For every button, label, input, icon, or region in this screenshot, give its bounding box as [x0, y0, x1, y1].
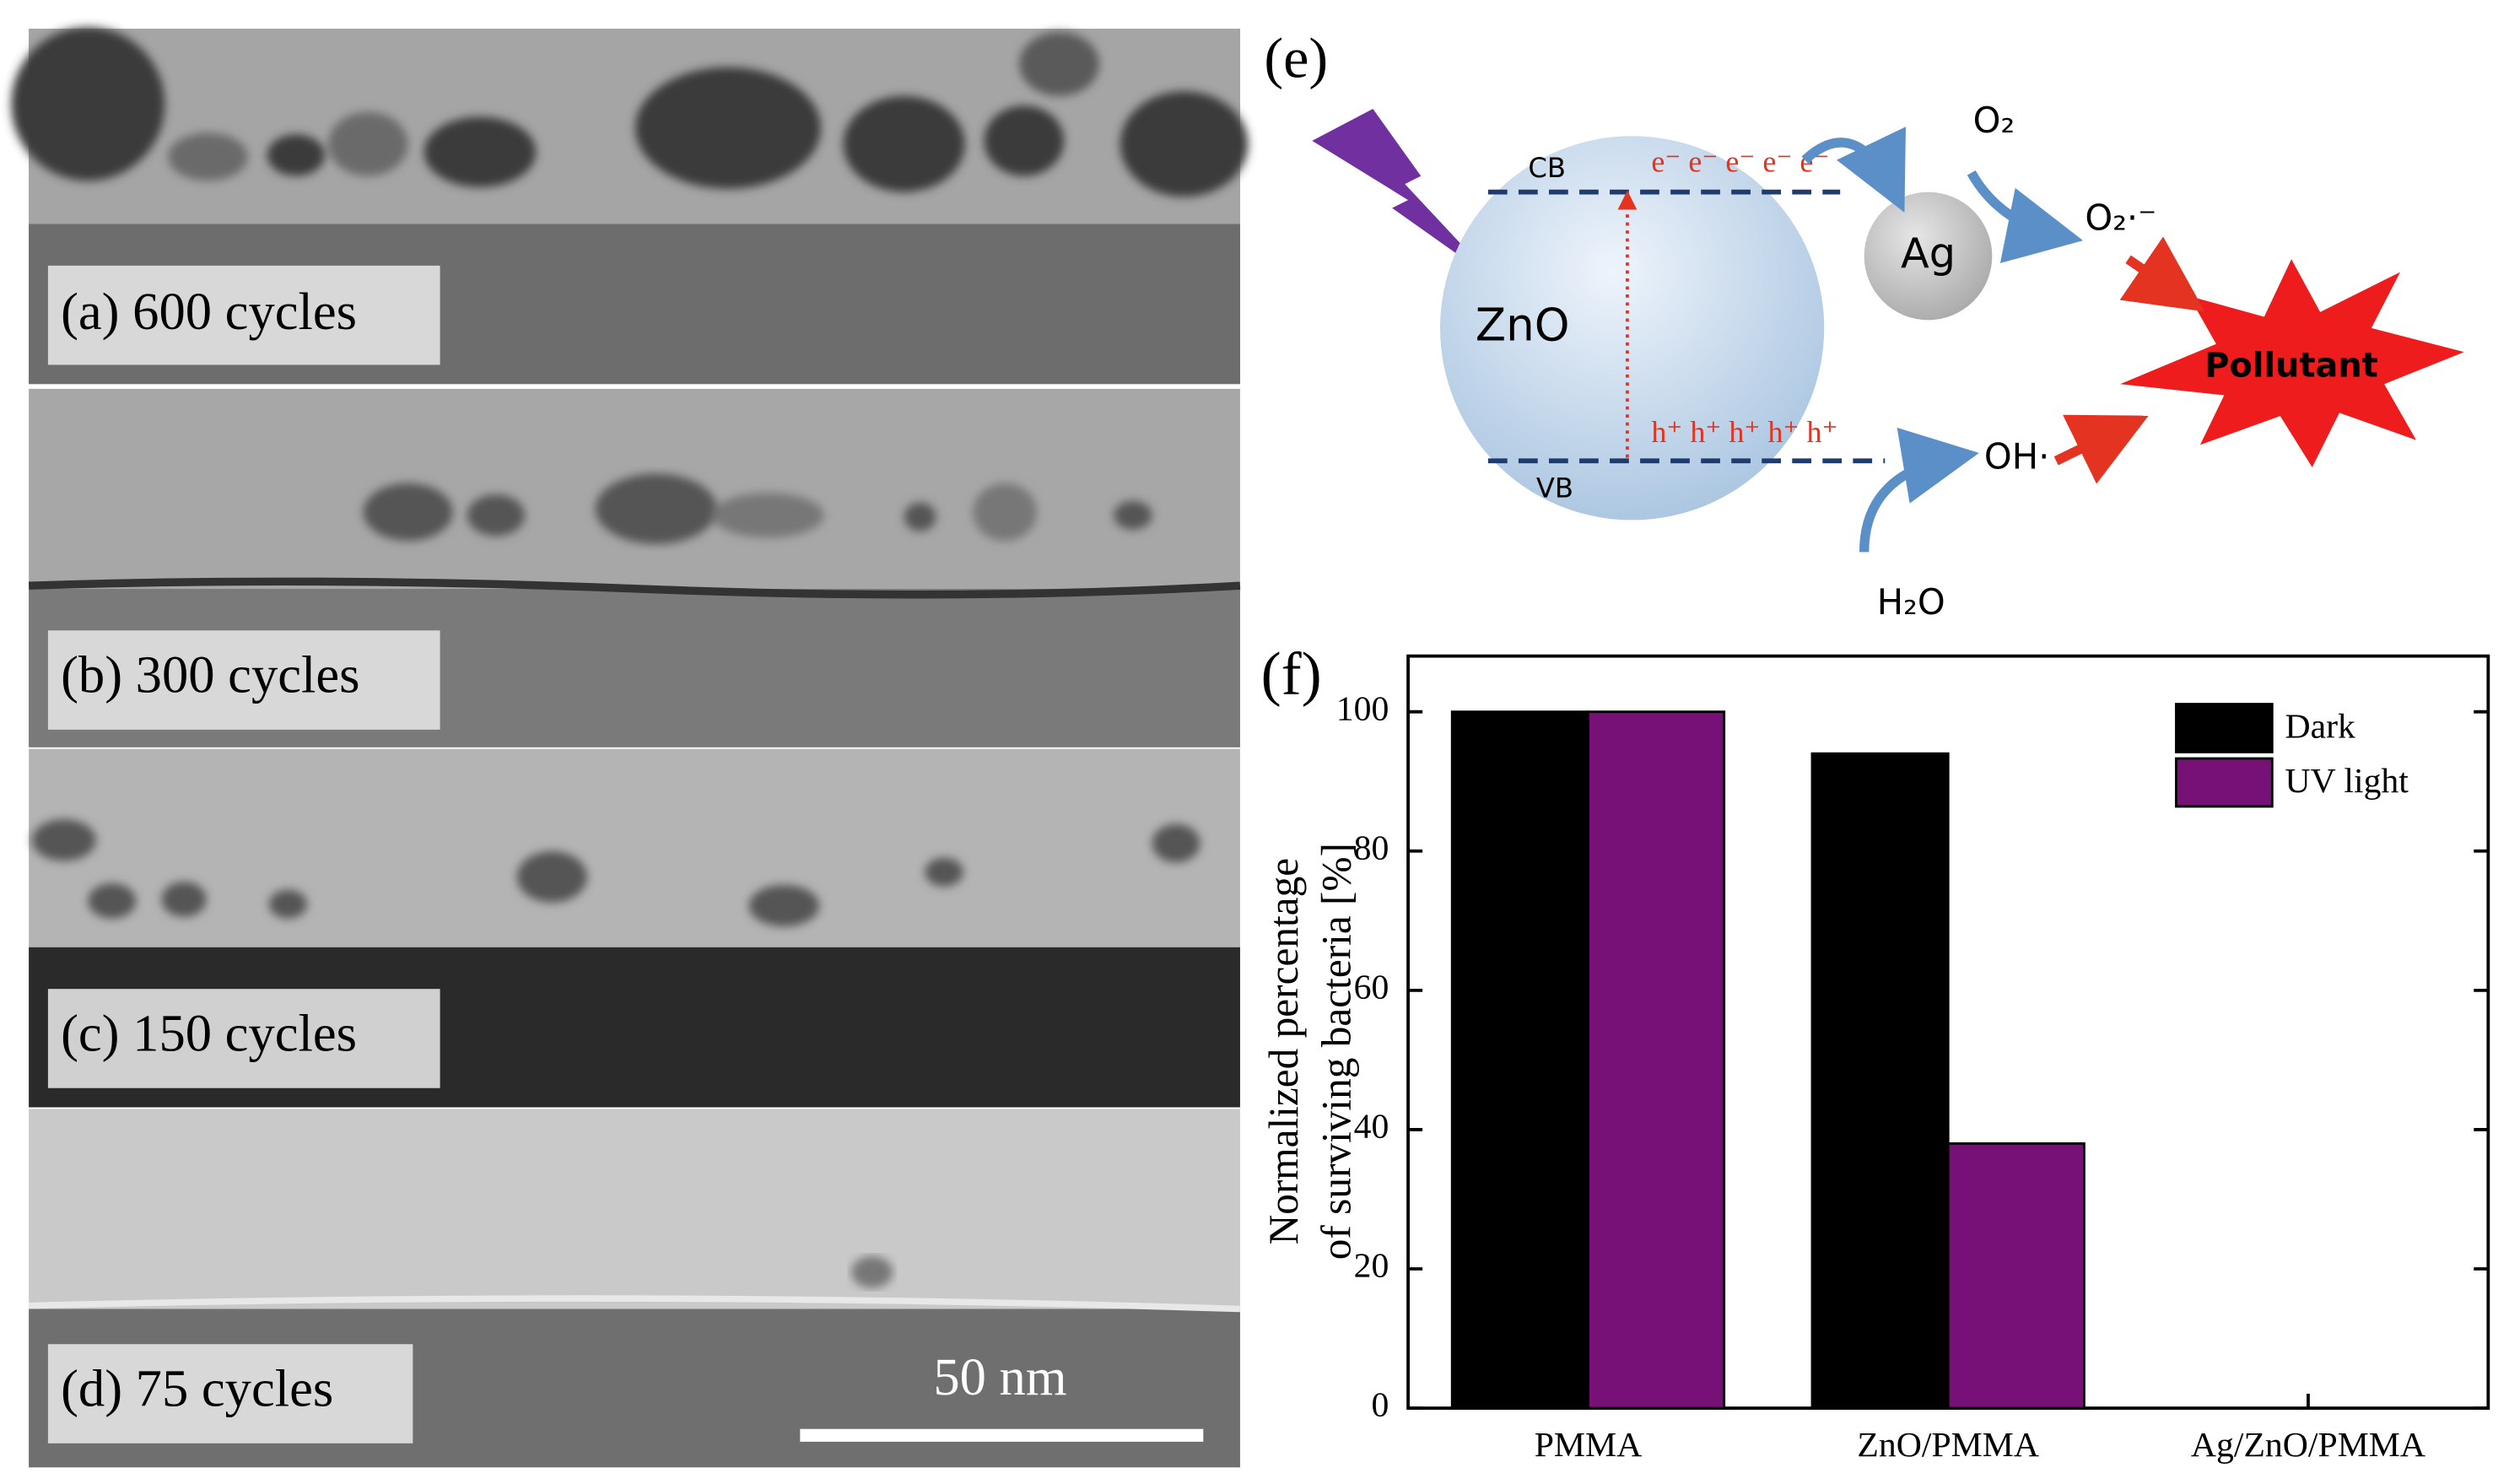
electron-transfer-arrow	[1801, 127, 1906, 213]
superoxide-label: O₂·⁻	[2085, 197, 2156, 239]
oxidation-arrow	[1859, 427, 1979, 553]
diagram: (e) CB VB ZnO e⁻ e⁻ e⁻ e⁻ e⁻ h⁺ h⁺ h⁺ h⁺…	[1264, 26, 2464, 623]
holes-label: h⁺ h⁺ h⁺ h⁺ h⁺	[1651, 415, 1837, 449]
legend-swatch	[2175, 703, 2274, 753]
o2-label: O₂	[1973, 100, 2015, 141]
pollutant-label: Pollutant	[2204, 347, 2378, 386]
panel-label: (c) 150 cycles	[61, 1003, 357, 1062]
y-tick-label: 60	[1354, 968, 1389, 1006]
cb-label: CB	[1528, 152, 1566, 184]
tem-panel-c: (c) 150 cycles	[29, 748, 1240, 1108]
red-arrow	[2119, 236, 2205, 312]
zno-label: ZnO	[1476, 299, 1570, 351]
panel-label: (d) 75 cycles	[61, 1358, 333, 1417]
ag-particle	[1864, 192, 1993, 321]
reduction-arrow	[1967, 170, 2084, 263]
panel-label: (a) 600 cycles	[61, 282, 357, 341]
pollutant-star	[2120, 259, 2464, 467]
y-tick-label: 0	[1371, 1386, 1389, 1425]
y-tick-label: 20	[1354, 1247, 1389, 1286]
ag-label: Ag	[1901, 229, 1956, 278]
tem-panel-d: (d) 75 cycles 50 nm	[29, 1109, 1241, 1468]
panel-label: (f)	[1261, 640, 1322, 708]
bar	[1450, 710, 1589, 1410]
bar	[1946, 1142, 2085, 1410]
electrons-label: e⁻ e⁻ e⁻ e⁻ e⁻	[1651, 145, 1829, 179]
bar-chart: (f) 0 20 40 60 80 100 Normalized percentage of …	[1260, 640, 2490, 1465]
x-tick-label: PMMA	[1535, 1426, 1643, 1465]
scale-bar-label: 50 nm	[933, 1347, 1066, 1406]
bar	[1587, 710, 1726, 1410]
panel-label: (b) 300 cycles	[61, 645, 359, 704]
water-label: H₂O	[1877, 581, 1945, 623]
panel-label: (e)	[1264, 26, 1328, 90]
light-bolt	[1312, 108, 1497, 282]
x-tick-label: Ag/ZnO/PMMA	[2191, 1426, 2425, 1465]
legend-swatch	[2175, 757, 2274, 808]
hydroxyl-label: OH·	[1984, 435, 2049, 477]
vb-label: VB	[1536, 472, 1573, 504]
red-arrow	[2053, 414, 2149, 484]
tem-panel-a: (a) 600 cycles	[11, 27, 1249, 385]
x-tick-label: ZnO/PMMA	[1857, 1426, 2039, 1465]
zno-particle	[1440, 136, 1825, 521]
bar	[1810, 752, 1950, 1410]
tem-panel-b: (b) 300 cycles	[28, 388, 1241, 747]
y-tick-label: 80	[1354, 828, 1389, 867]
y-axis-label: of surviving bacteria [%]	[1314, 843, 1360, 1260]
legend-label: UV light	[2285, 762, 2409, 801]
scale-bar	[800, 1428, 1204, 1442]
y-tick-label: 100	[1336, 689, 1389, 728]
y-axis-label: Normalized percentage	[1260, 858, 1307, 1244]
legend-label: Dark	[2285, 707, 2355, 746]
y-tick-label: 40	[1354, 1108, 1389, 1147]
